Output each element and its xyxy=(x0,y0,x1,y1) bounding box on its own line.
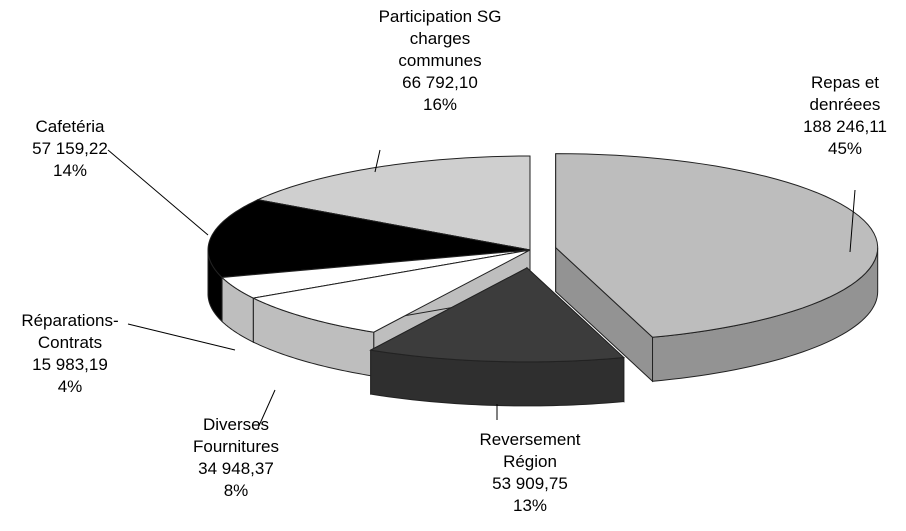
slice-label: Reversement Région xyxy=(479,430,580,471)
slice-label: Réparations- Contrats xyxy=(21,311,118,352)
value-label: 15 983,19 xyxy=(32,355,108,374)
leader-line xyxy=(257,389,276,429)
label-line: Région xyxy=(503,452,557,471)
value-label: 57 159,22 xyxy=(32,139,108,158)
slice-top xyxy=(555,153,879,338)
leader-line xyxy=(127,323,236,351)
percent-label: 14% xyxy=(53,161,87,180)
label-line: denréees xyxy=(810,95,881,114)
label-line: Contrats xyxy=(38,333,102,352)
slice-top xyxy=(256,155,531,251)
label-line: Reversement xyxy=(479,430,580,449)
percent-label: 16% xyxy=(423,95,457,114)
label-line: charges xyxy=(410,29,470,48)
percent-label: 45% xyxy=(828,139,862,158)
leader-line xyxy=(849,189,856,253)
slice-label: Cafetéria xyxy=(36,117,106,136)
slice-label: Participation SG charges communes xyxy=(379,7,502,70)
slice-top xyxy=(369,267,625,363)
value-label: 34 948,37 xyxy=(198,459,274,478)
labels: Repas et denréees 188 246,11 45% Reversement… xyxy=(21,7,887,515)
slice-top xyxy=(207,199,531,278)
percent-label: 13% xyxy=(513,496,547,515)
label-line: Fournitures xyxy=(193,437,279,456)
label-line: communes xyxy=(398,51,481,70)
value-label: 66 792,10 xyxy=(402,73,478,92)
label-line: Cafetéria xyxy=(36,117,106,136)
label-line: Diverses xyxy=(203,415,269,434)
slice xyxy=(555,153,879,383)
slice xyxy=(369,266,625,407)
label-line: Réparations- xyxy=(21,311,118,330)
value-label: 188 246,11 xyxy=(803,117,887,136)
value-label: 53 909,75 xyxy=(492,474,568,493)
pie xyxy=(207,153,879,407)
percent-label: 4% xyxy=(58,377,83,396)
slice-top xyxy=(220,249,531,299)
label-line: Participation SG xyxy=(379,7,502,26)
slice-label: Repas et denréees xyxy=(810,73,881,114)
leader-line xyxy=(374,149,381,173)
percent-label: 8% xyxy=(224,481,249,500)
slice-label: Diverses Fournitures xyxy=(193,415,279,456)
slice-top xyxy=(251,249,531,333)
label-line: Repas et xyxy=(811,73,879,92)
leader-line xyxy=(107,149,209,236)
